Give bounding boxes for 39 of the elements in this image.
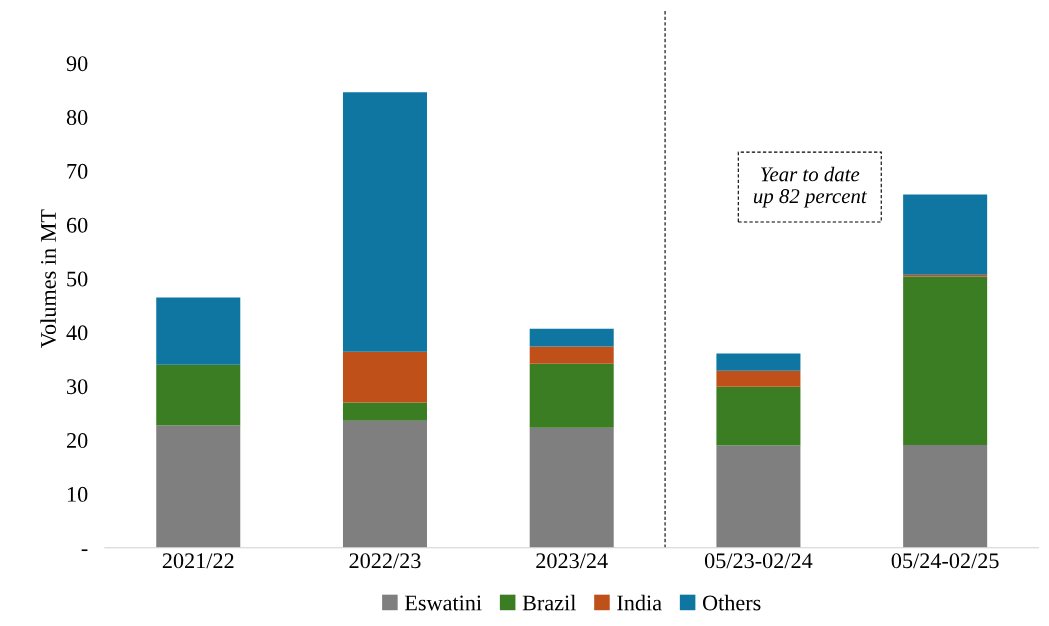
y-tick-label: 50 xyxy=(67,271,88,287)
x-tick-label: 2023/24 xyxy=(536,553,608,569)
bar xyxy=(716,353,801,371)
y-tick-label: 80 xyxy=(66,109,88,125)
bar xyxy=(716,386,801,446)
bar xyxy=(903,276,988,445)
bar xyxy=(342,351,427,403)
bar xyxy=(156,425,241,548)
y-tick-label: 20 xyxy=(66,433,88,449)
bar xyxy=(716,370,801,387)
legend-label: India xyxy=(617,594,662,611)
bar xyxy=(529,363,614,428)
annotation: Year to date up 82 percent xyxy=(753,166,868,208)
bar xyxy=(342,402,427,421)
y-tick-label: 30 xyxy=(67,379,88,395)
bar xyxy=(529,328,614,347)
y-tick-label: 60 xyxy=(66,217,88,233)
legend-label: Brazil xyxy=(522,594,576,611)
y-tick-label: - xyxy=(81,549,88,552)
x-tick-label: 2021/22 xyxy=(162,553,234,569)
y-tick-label: 70 xyxy=(67,163,88,179)
bar xyxy=(903,444,988,548)
bar xyxy=(342,92,427,352)
y-axis-title: Volumes in MT xyxy=(40,209,57,348)
bar xyxy=(716,445,801,548)
bar xyxy=(903,194,988,275)
y-tick-label: 40 xyxy=(66,325,88,341)
y-tick-label: 10 xyxy=(67,486,88,502)
legend-label: Others xyxy=(702,594,761,611)
bar xyxy=(529,427,614,548)
bar xyxy=(529,346,614,364)
bar xyxy=(156,364,241,426)
x-tick-label: 05/23-02/24 xyxy=(704,553,813,569)
legend-label: Eswatini xyxy=(404,595,482,611)
bar xyxy=(342,420,427,548)
x-tick-label: 05/24-02/25 xyxy=(891,553,999,569)
bar xyxy=(156,297,241,365)
x-tick-label: 2022/23 xyxy=(349,553,421,569)
y-tick-label: 90 xyxy=(66,56,88,72)
